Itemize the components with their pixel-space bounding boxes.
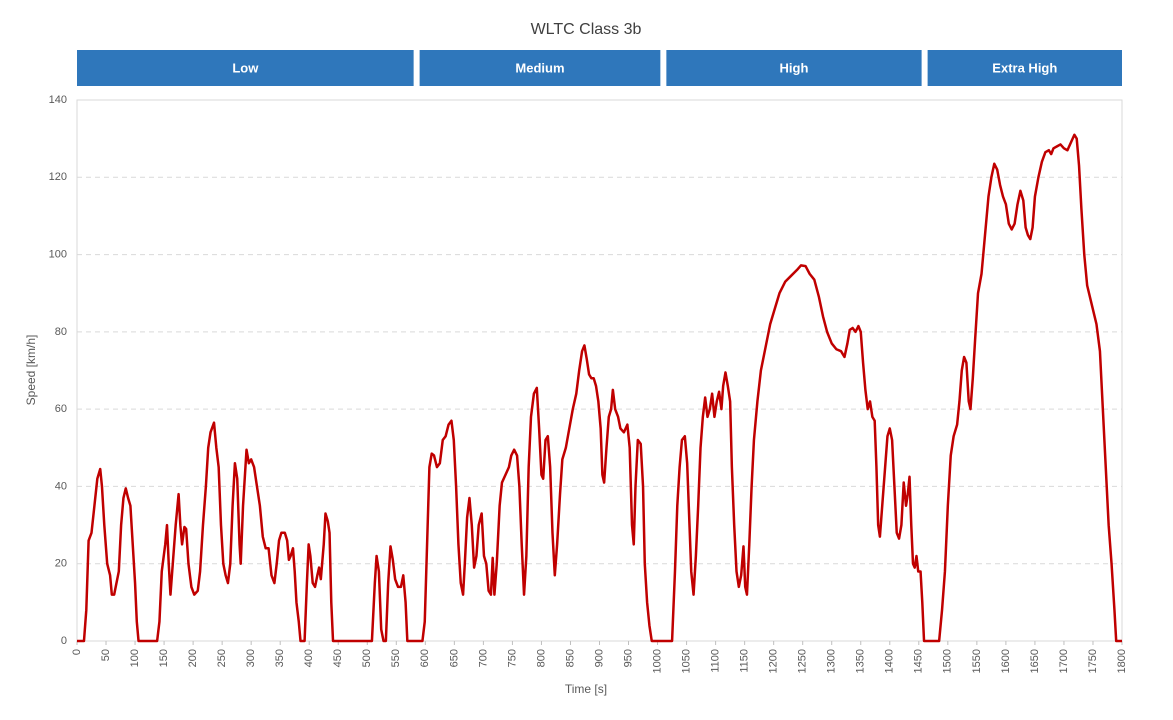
x-tick-label: 600 bbox=[419, 649, 431, 667]
plot-area bbox=[76, 99, 1123, 642]
phase-label: Low bbox=[232, 60, 259, 75]
x-tick-label: 1100 bbox=[710, 649, 722, 673]
x-tick-label: 450 bbox=[332, 649, 344, 667]
x-tick-label: 150 bbox=[158, 649, 170, 667]
x-tick-label: 1600 bbox=[1000, 649, 1012, 673]
chart-title: WLTC Class 3b bbox=[531, 21, 642, 38]
y-tick-label: 80 bbox=[55, 326, 67, 338]
x-tick-label: 50 bbox=[100, 649, 112, 661]
x-tick-label: 1350 bbox=[855, 649, 867, 673]
phase-label: Extra High bbox=[992, 60, 1057, 75]
x-tick-label: 1550 bbox=[971, 649, 983, 673]
phase-label: High bbox=[780, 60, 809, 75]
phase-band bbox=[419, 50, 661, 86]
x-tick-label: 700 bbox=[477, 649, 489, 667]
x-tick-label: 1500 bbox=[942, 649, 954, 673]
x-tick-label: 1450 bbox=[913, 649, 925, 673]
y-tick-label: 40 bbox=[55, 480, 67, 492]
x-tick-label: 900 bbox=[593, 649, 605, 667]
x-axis-label: Time [s] bbox=[565, 682, 607, 696]
x-tick-label: 0 bbox=[71, 649, 83, 655]
x-tick-label: 1650 bbox=[1029, 649, 1041, 673]
x-tick-label: 350 bbox=[274, 649, 286, 667]
x-tick-label: 200 bbox=[187, 649, 199, 667]
x-tick-label: 850 bbox=[564, 649, 576, 667]
phase-label: Medium bbox=[515, 60, 564, 75]
x-tick-label: 950 bbox=[622, 649, 634, 667]
y-axis-label: Speed [km/h] bbox=[24, 335, 38, 406]
y-tick-label: 20 bbox=[55, 558, 67, 570]
x-tick-label: 400 bbox=[303, 649, 315, 667]
y-tick-label: 140 bbox=[49, 94, 67, 106]
x-tick-label: 1700 bbox=[1058, 649, 1070, 673]
y-tick-label: 60 bbox=[55, 403, 67, 415]
x-tick-label: 1300 bbox=[826, 649, 838, 673]
x-tick-label: 1250 bbox=[797, 649, 809, 673]
x-tick-label: 1000 bbox=[651, 649, 663, 673]
x-tick-label: 300 bbox=[245, 649, 257, 667]
x-tick-label: 1200 bbox=[768, 649, 780, 673]
x-tick-label: 800 bbox=[535, 649, 547, 667]
x-tick-label: 750 bbox=[506, 649, 518, 667]
phase-band bbox=[666, 50, 922, 86]
phase-band bbox=[927, 50, 1122, 86]
speed-line bbox=[77, 133, 1122, 643]
x-tick-label: 500 bbox=[361, 649, 373, 667]
x-tick-label: 1400 bbox=[884, 649, 896, 673]
x-tick-label: 1800 bbox=[1116, 649, 1128, 673]
x-tick-label: 550 bbox=[390, 649, 402, 667]
x-tick-label: 1050 bbox=[680, 649, 692, 673]
x-tick-label: 100 bbox=[129, 649, 141, 667]
x-tick-label: 1150 bbox=[739, 649, 751, 673]
x-tick-label: 250 bbox=[216, 649, 228, 667]
y-tick-label: 100 bbox=[49, 248, 67, 260]
phase-band bbox=[77, 50, 414, 86]
y-tick-label: 120 bbox=[49, 171, 67, 183]
y-tick-label: 0 bbox=[61, 635, 67, 647]
x-tick-label: 650 bbox=[448, 649, 460, 667]
x-tick-label: 1750 bbox=[1087, 649, 1099, 673]
